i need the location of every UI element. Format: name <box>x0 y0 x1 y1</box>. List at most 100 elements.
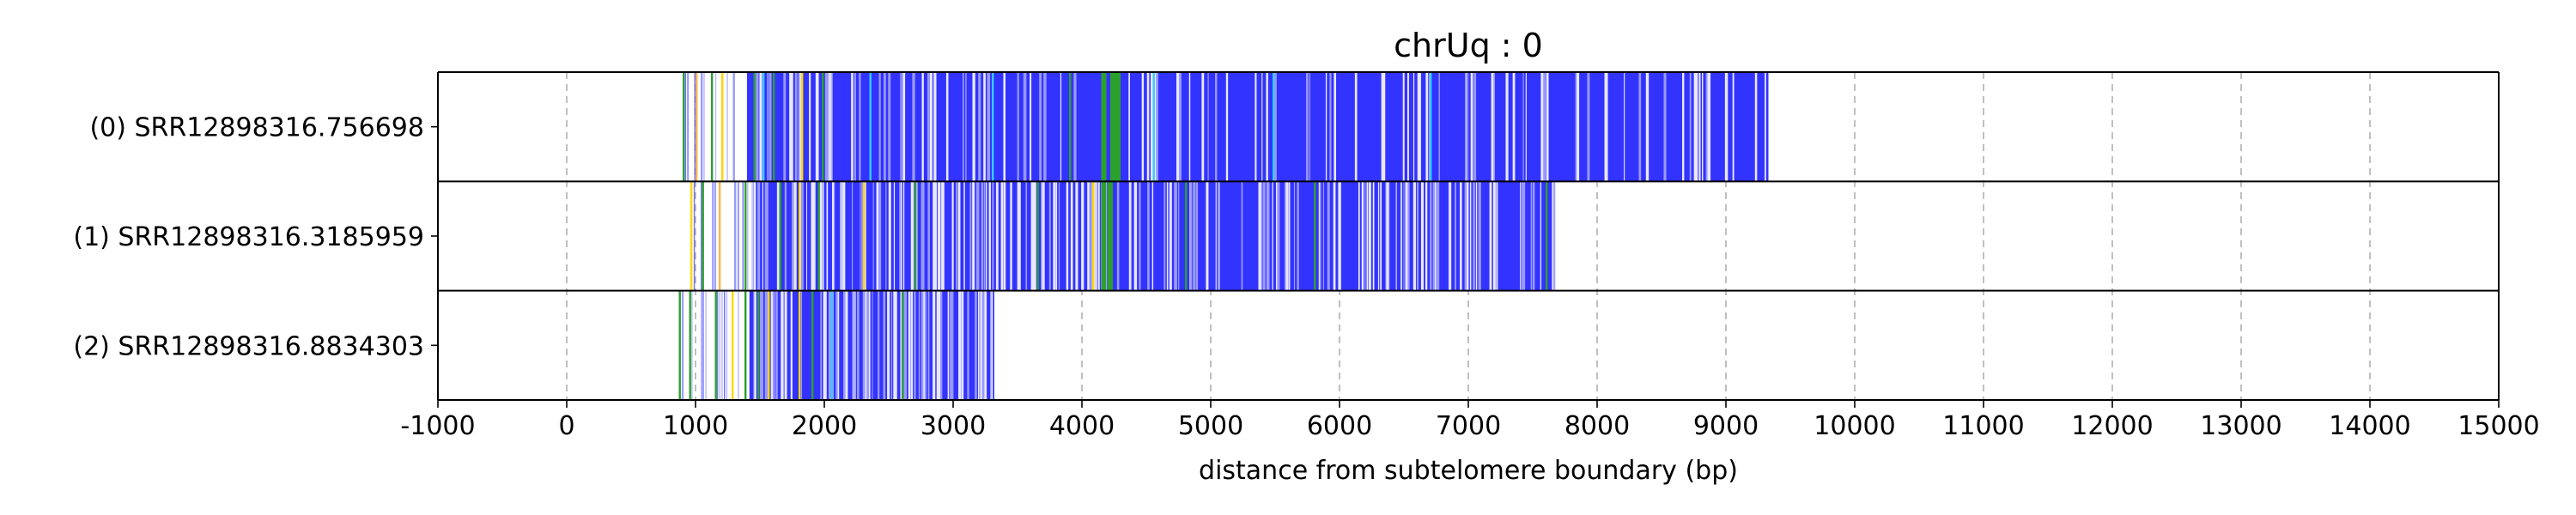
read-2-segment-1 <box>689 290 691 400</box>
read-1-gap-mark <box>813 181 816 291</box>
read-0-gap-mark <box>1039 72 1042 182</box>
read-1-gap-mark <box>1552 181 1554 291</box>
read-0-gap-mark <box>965 72 967 182</box>
x-tick-label-14: 13000 <box>2200 411 2281 441</box>
read-1-gap-mark <box>1327 181 1330 291</box>
read-1-gap-mark <box>1449 181 1452 291</box>
read-1-gap-mark <box>969 181 972 291</box>
read-1-segment-9 <box>914 181 917 291</box>
read-0-gap-mark <box>1575 72 1577 182</box>
read-1-gap-mark <box>878 181 882 291</box>
read-1-gap-mark <box>1372 181 1375 291</box>
read-0-gap-mark <box>1708 72 1711 182</box>
read-0-gap-mark <box>987 72 990 182</box>
read-1-sparse-mark <box>712 181 714 291</box>
read-1-sparse-mark <box>751 181 753 291</box>
read-0-gap-mark <box>884 72 886 182</box>
read-1-gap-mark <box>784 181 787 291</box>
read-track-0 <box>683 72 1769 182</box>
read-0-segment-6 <box>753 72 756 182</box>
read-1-gap-mark <box>1262 181 1266 291</box>
x-tick-label-16: 15000 <box>2458 411 2539 441</box>
read-0-sparse-mark <box>714 72 717 182</box>
read-0-segment-8 <box>773 72 775 182</box>
read-2-gap-mark <box>865 290 868 400</box>
read-1-gap-mark <box>1175 181 1177 291</box>
read-1-gap-mark <box>1425 181 1428 291</box>
read-2-gap-mark <box>878 290 880 400</box>
read-0-segment-12 <box>992 72 994 182</box>
read-1-gap-mark <box>1010 181 1012 291</box>
read-2-gap-mark <box>868 290 871 400</box>
read-1-gap-mark <box>1333 181 1336 291</box>
read-0-segment-2 <box>701 72 703 182</box>
read-0-gap-mark <box>1663 72 1667 182</box>
x-tick-label-11: 10000 <box>1814 411 1895 441</box>
read-0-gap-mark <box>1225 72 1229 182</box>
x-tick-label-12: 11000 <box>1942 411 2024 441</box>
read-1-gap-mark <box>1358 181 1360 291</box>
read-1-gap-mark <box>1522 181 1524 291</box>
read-0-gap-mark <box>1418 72 1421 182</box>
read-0-gap-mark <box>791 72 793 182</box>
read-1-gap-mark <box>1407 181 1410 291</box>
read-1-gap-mark <box>834 181 835 291</box>
read-1-sparse-mark <box>747 181 749 291</box>
read-0-segment-13 <box>1069 72 1072 182</box>
read-1-gap-mark <box>902 181 905 291</box>
read-0-gap-mark <box>1266 72 1268 182</box>
read-1-gap-mark <box>864 181 866 291</box>
read-1-gap-mark <box>1178 181 1180 291</box>
read-1-gap-mark <box>1189 181 1191 291</box>
read-1-gap-mark <box>963 181 965 291</box>
x-tick-label-2: 1000 <box>663 411 728 441</box>
read-0-gap-mark <box>1606 72 1608 182</box>
read-2-gap-mark <box>852 290 854 400</box>
read-0-gap-mark <box>1017 72 1019 182</box>
read-0-gap-mark <box>1215 72 1218 182</box>
read-1-gap-mark <box>1058 181 1060 291</box>
read-2-segment-7 <box>768 290 770 400</box>
read-2-gap-mark <box>762 290 763 400</box>
read-2-sparse-mark <box>691 290 693 400</box>
read-0-gap-mark <box>1732 72 1735 182</box>
read-0-segment-18 <box>1273 72 1275 182</box>
read-1-gap-mark <box>1042 181 1045 291</box>
read-0-gap-mark <box>1309 72 1311 182</box>
read-0-gap-mark <box>878 72 881 182</box>
read-1-gap-mark <box>1066 181 1069 291</box>
read-1-gap-mark <box>1520 181 1522 291</box>
read-2-gap-mark <box>903 290 908 400</box>
read-1-sparse-mark <box>742 181 744 291</box>
read-2-gap-mark <box>781 290 784 400</box>
read-0-gap-mark <box>859 72 861 182</box>
read-1-gap-mark <box>1322 181 1325 291</box>
read-2-gap-mark <box>837 290 840 400</box>
read-0-segment-4 <box>721 72 724 182</box>
read-1-gap-mark <box>1432 181 1435 291</box>
read-1-gap-mark <box>1081 181 1084 291</box>
read-1-gap-mark <box>1339 181 1341 291</box>
x-tick-label-15: 14000 <box>2329 411 2410 441</box>
read-0-gap-mark <box>854 72 856 182</box>
read-1-gap-mark <box>764 181 768 291</box>
read-1-gap-mark <box>1318 181 1321 291</box>
x-tick-label-6: 5000 <box>1178 411 1243 441</box>
read-2-gap-mark <box>961 290 964 400</box>
read-1-gap-mark <box>1169 181 1172 291</box>
x-tick-label-7: 6000 <box>1307 411 1372 441</box>
read-2-gap-mark <box>890 290 893 400</box>
read-2-gap-mark <box>784 290 787 400</box>
x-tick-label-1: 0 <box>558 411 574 441</box>
read-0-main-block <box>747 72 1769 182</box>
read-2-gap-mark <box>800 290 803 400</box>
read-1-segment-2 <box>719 181 721 291</box>
read-0-gap-mark <box>884 72 886 182</box>
read-1-gap-mark <box>983 181 986 291</box>
read-0-gap-mark <box>1255 72 1257 182</box>
read-1-gap-mark <box>1195 181 1199 291</box>
read-2-gap-mark <box>991 290 993 400</box>
read-1-gap-mark <box>802 181 804 291</box>
read-2-segment-9 <box>811 290 814 400</box>
read-1-segment-5 <box>779 181 781 291</box>
